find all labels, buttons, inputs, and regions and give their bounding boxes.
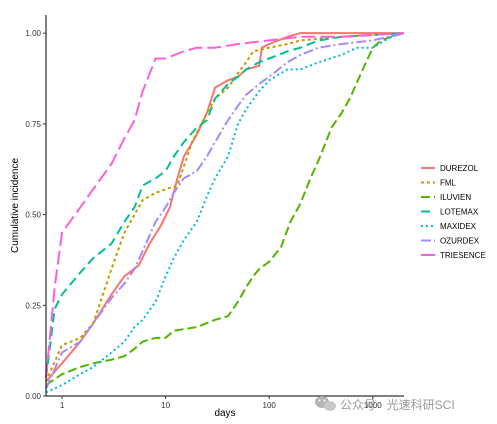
series-line-iluvien — [45, 32, 405, 386]
x-tick-label: 10 — [161, 401, 170, 410]
x-axis-title: days — [214, 408, 235, 419]
legend-label-durezol: DUREZOL — [440, 164, 479, 173]
x-tick-label: 1 — [60, 401, 65, 410]
legend-label-iluvien: ILUVIEN — [440, 193, 471, 202]
legend: DUREZOL FML ILUVIEN LOTEMAX MAXIDEX OZURDEX TR… — [421, 164, 486, 260]
legend-label-fml: FML — [440, 179, 457, 188]
series-line-triesence — [45, 32, 405, 378]
y-tick-label: 1.00 — [25, 29, 41, 38]
x-tick-label: 1000 — [364, 401, 382, 410]
wechat-icon — [315, 396, 336, 411]
series-lines — [45, 32, 405, 394]
series-line-maxidex — [45, 32, 405, 394]
watermark: 公众号 · 光速科研SCI — [315, 396, 455, 412]
y-tick-label: 0.75 — [25, 120, 41, 129]
y-axis-ticks: 0.00 0.25 0.50 0.75 1.00 — [25, 29, 46, 401]
x-axis-ticks: 1 10 100 1000 — [60, 396, 382, 410]
y-axis-title: Cumulative incidence — [10, 158, 21, 253]
series-line-durezol — [45, 32, 404, 383]
y-tick-label: 0.00 — [25, 392, 41, 401]
x-tick-label: 100 — [263, 401, 277, 410]
plot-area: 1 10 100 1000 0.00 0.25 0.50 0.75 1.00 — [25, 15, 405, 410]
legend-label-ozurdex: OZURDEX — [440, 237, 480, 246]
series-line-lotemax — [45, 32, 405, 379]
series-line-fml — [45, 32, 405, 382]
legend-label-maxidex: MAXIDEX — [440, 222, 477, 231]
legend-label-lotemax: LOTEMAX — [440, 208, 479, 217]
series-line-ozurdex — [45, 32, 405, 390]
watermark-text: 公众号 · 光速科研SCI — [340, 398, 455, 412]
y-tick-label: 0.25 — [25, 301, 41, 310]
legend-label-triesence: TRIESENCE — [440, 251, 486, 260]
y-tick-label: 0.50 — [25, 211, 41, 220]
